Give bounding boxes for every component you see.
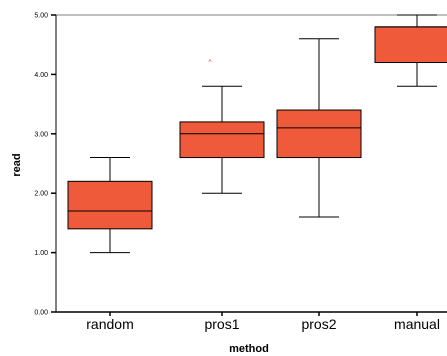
y-axis: 0.00 1.00 2.00 3.00 4.00 5.00 — [34, 13, 447, 317]
y-tick-label: 2.00 — [34, 191, 48, 198]
iqr-box — [276, 109, 362, 159]
iqr-box — [374, 26, 447, 64]
x-axis-title: method — [229, 343, 269, 355]
y-tick-label: 1.00 — [34, 250, 48, 257]
x-axis: random pros1 pros2 manual — [56, 311, 447, 332]
x-tick-label: pros1 — [204, 316, 239, 332]
box-manual — [374, 14, 447, 87]
boxes: ^ — [67, 14, 447, 254]
y-tick-label: 3.00 — [34, 131, 48, 138]
y-tick-label: 5.00 — [34, 13, 48, 20]
y-tick-label: 0.00 — [34, 310, 48, 317]
y-tick-label: 4.00 — [34, 72, 48, 79]
y-axis-title: read — [11, 153, 23, 176]
box-random — [67, 157, 153, 254]
x-tick-label: manual — [394, 316, 440, 332]
iqr-box — [179, 121, 265, 159]
box-pros1: ^ — [179, 60, 265, 194]
x-tick-label: random — [86, 316, 133, 332]
x-tick-label: pros2 — [301, 316, 336, 332]
box-pros2 — [276, 38, 362, 218]
iqr-box — [67, 180, 153, 230]
outlier-point: ^ — [208, 60, 212, 67]
